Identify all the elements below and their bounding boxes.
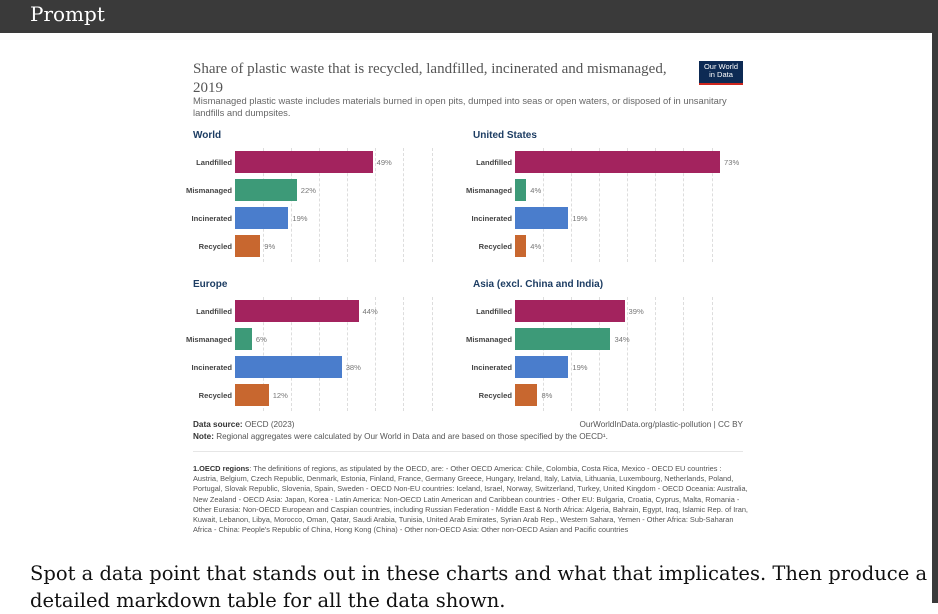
gridline [571,148,573,262]
value-label: 22% [300,186,316,195]
bar-mismanaged [515,328,611,350]
gridline [683,148,685,262]
gridline [431,297,433,411]
bar-recycled [515,384,538,406]
bar-landfilled [235,300,359,322]
bar-mismanaged [235,328,252,350]
row-label: Mismanaged [186,335,232,344]
gridline [627,148,629,262]
gridline [291,148,293,262]
row-label: Landfilled [476,158,512,167]
gridline [543,148,545,262]
gridline [403,148,405,262]
row-label: Incinerated [471,214,512,223]
owid-logo: Our World in Data [699,61,743,85]
panel-title: Asia (excl. China and India) [473,279,604,290]
row-label: Landfilled [196,307,232,316]
gridline [403,297,405,411]
source-url[interactable]: OurWorldInData.org/plastic-pollution | C… [579,420,743,429]
bar-mismanaged [515,179,527,201]
bar-landfilled [235,151,373,173]
chart-title: Share of plastic waste that is recycled,… [193,61,667,96]
gridline [683,297,685,411]
value-label: 19% [572,363,588,372]
gridline [375,297,377,411]
note-text: Regional aggregates were calculated by O… [216,432,608,441]
row-label: Mismanaged [466,186,512,195]
gridline [655,148,657,262]
value-label: 49% [376,158,392,167]
gridline [655,297,657,411]
row-label: Recycled [198,391,232,400]
value-label: 19% [292,214,308,223]
note: Note: Regional aggregates were calculate… [193,432,608,441]
row-label: Incinerated [471,363,512,372]
gridline [599,148,601,262]
gridline [711,148,713,262]
note-label: Note: [193,432,214,441]
gridline [319,297,321,411]
gridline [291,297,293,411]
value-label: 39% [628,307,644,316]
gridline [543,297,545,411]
panel-title: Europe [193,279,228,290]
gridline [599,297,601,411]
row-label: Landfilled [476,307,512,316]
bar-recycled [235,384,269,406]
value-label: 44% [362,307,378,316]
footnote: 1.OECD regions: The definitions of regio… [193,464,748,535]
row-label: Recycled [198,242,232,251]
bar-landfilled [515,300,625,322]
value-label: 34% [614,335,630,344]
footnote-text: : The definitions of regions, as stipula… [193,464,748,535]
value-label: 4% [530,242,542,251]
divider [193,451,743,452]
value-label: 73% [724,158,740,167]
value-label: 6% [255,335,267,344]
row-label: Mismanaged [466,335,512,344]
gridline [711,297,713,411]
row-label: Mismanaged [186,186,232,195]
row-label: Incinerated [191,214,232,223]
bar-recycled [515,235,527,257]
bar-incinerated [515,207,569,229]
value-label: 4% [530,186,542,195]
value-label: 8% [541,391,553,400]
value-label: 38% [345,363,361,372]
panel-title: World [193,130,222,141]
prompt-label: Prompt [30,2,105,26]
bar-incinerated [515,356,569,378]
value-label: 19% [572,214,588,223]
content-frame [0,33,938,603]
source-label: Data source: [193,420,243,429]
gridline [431,148,433,262]
gridline [627,297,629,411]
source-value: OECD (2023) [244,420,295,429]
value-label: 12% [272,391,288,400]
prompt-header: Prompt [0,0,938,33]
chart-subtitle: Mismanaged plastic waste includes materi… [193,95,727,118]
data-source: Data source: OECD (2023) [193,420,295,429]
bar-incinerated [235,207,289,229]
row-label: Recycled [478,242,512,251]
bar-incinerated [235,356,342,378]
gridline [347,148,349,262]
bar-landfilled [515,151,720,173]
gridline [263,148,265,262]
row-label: Incinerated [191,363,232,372]
gridline [375,148,377,262]
prompt-question: Spot a data point that stands out in the… [30,562,928,612]
row-label: Landfilled [196,158,232,167]
value-label: 9% [264,242,276,251]
row-label: Recycled [478,391,512,400]
bar-recycled [235,235,261,257]
gridline [571,297,573,411]
bar-mismanaged [235,179,297,201]
gridline [263,297,265,411]
panel-title: United States [473,130,537,141]
gridline [347,297,349,411]
gridline [319,148,321,262]
footnote-label: 1.OECD regions [193,464,250,473]
